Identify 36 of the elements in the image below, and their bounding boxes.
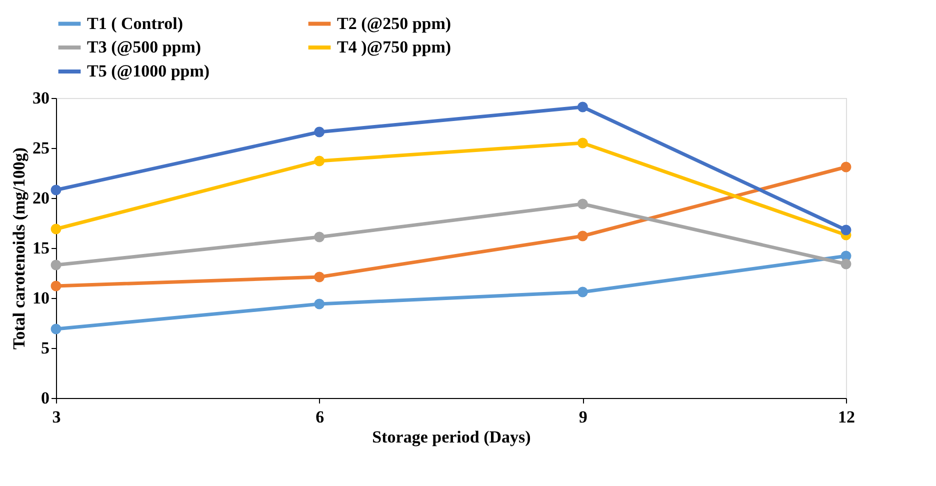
y-tick-label: 20	[32, 188, 50, 208]
y-tick-label: 30	[32, 88, 50, 108]
legend-label: T5 (@1000 ppm)	[87, 62, 210, 80]
y-axis-title: Total carotenoids (mg/100g)	[10, 147, 28, 350]
point	[314, 272, 325, 282]
y-tick-label: 15	[32, 238, 50, 258]
point	[314, 126, 325, 138]
x-tick-label: 6	[316, 408, 324, 426]
point	[50, 280, 62, 292]
point	[840, 258, 852, 270]
legend-label: T3 (@500 ppm)	[87, 38, 202, 56]
y-tick-label: 0	[41, 388, 50, 408]
point	[50, 224, 62, 234]
x-axis-title: Storage period (Days)	[372, 428, 531, 446]
legend-label: T1 ( Control)	[87, 14, 184, 33]
y-tick-label: 10	[32, 288, 50, 308]
point	[577, 198, 588, 210]
point	[314, 298, 325, 310]
legend-label: T4 )@750 ppm)	[337, 38, 452, 56]
point	[50, 184, 62, 196]
point	[577, 286, 588, 298]
point	[577, 102, 588, 112]
point	[840, 224, 852, 236]
y-tick-label: 25	[32, 138, 50, 158]
point	[840, 162, 852, 172]
point	[314, 232, 325, 242]
point	[50, 260, 62, 270]
x-tick-label: 12	[838, 408, 855, 426]
point	[577, 230, 588, 242]
point	[577, 138, 588, 148]
x-tick-label: 3	[52, 408, 61, 426]
point	[50, 324, 62, 334]
legend-label: T2 (@250 ppm)	[337, 14, 452, 33]
point	[314, 156, 325, 166]
x-tick-label: 9	[578, 408, 588, 426]
y-tick-label: 5	[41, 338, 50, 358]
